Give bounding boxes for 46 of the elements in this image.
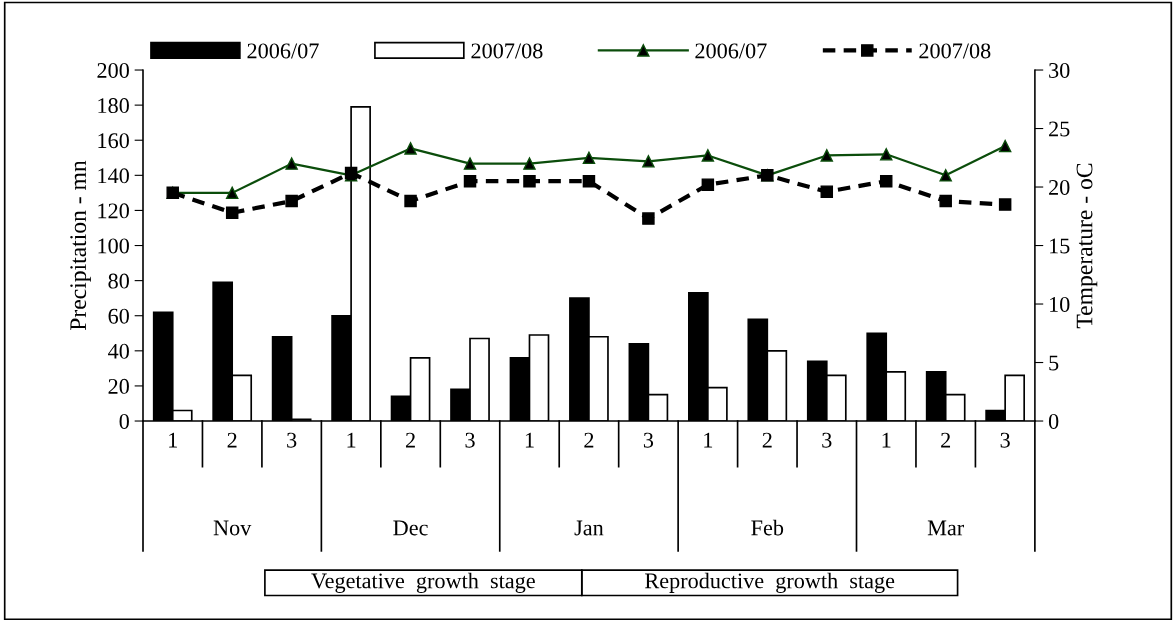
text: Jan [574, 520, 604, 536]
y2-axis-title: Temperature - oC [1076, 163, 1098, 329]
text: Dec [393, 520, 428, 536]
x-tick-label: 1 [347, 432, 356, 448]
y-tick-label: 140 [98, 168, 129, 184]
x-tick-label: 1 [525, 432, 534, 448]
y2-tick-label: 10 [1050, 296, 1070, 312]
x-tick-label: 2 [405, 432, 415, 448]
y-tick-label: 80 [108, 273, 129, 289]
text: Mar [927, 520, 965, 536]
y-tick-label: 0 [119, 413, 129, 429]
x-tick-label: 2 [762, 432, 772, 448]
text: Feb [751, 519, 784, 536]
x-tick-label: 1 [169, 432, 177, 448]
y-tick-label: 200 [97, 62, 129, 78]
text: Reproductive growth stage [645, 572, 895, 593]
y2-tick-label: 0 [1048, 413, 1059, 429]
y-tick-label: 40 [108, 343, 129, 359]
x-tick-label: 3 [1000, 432, 1010, 448]
y-tick-label: 60 [108, 308, 129, 324]
y-tick-label: 160 [98, 133, 129, 149]
y2-tick-label: 30 [1049, 62, 1070, 78]
legend-label: 2006/07 [247, 43, 319, 59]
text: Nov [213, 520, 252, 536]
x-tick-label: 1 [882, 432, 891, 448]
legend-label: 2007/08 [919, 43, 991, 59]
x-tick-label: 2 [227, 432, 237, 448]
x-tick-label: 3 [287, 432, 297, 448]
y-tick-label: 100 [98, 238, 129, 254]
y-tick-label: 20 [108, 378, 129, 394]
y-axis-title: Precipitation - mn [70, 160, 91, 331]
y-tick-label: 120 [98, 203, 129, 219]
y2-tick-label: 5 [1049, 355, 1059, 371]
x-tick-label: 2 [584, 432, 594, 448]
y2-tick-label: 15 [1050, 238, 1070, 254]
x-tick-label: 2 [941, 432, 951, 448]
x-tick-label: 3 [465, 432, 475, 448]
legend-label: 2007/08 [471, 43, 543, 59]
text: Vegetative growth stage [311, 572, 535, 593]
x-tick-label: 3 [822, 432, 832, 448]
y-tick-label: 180 [98, 98, 129, 114]
x-tick-label: 3 [643, 432, 654, 448]
y2-tick-label: 20 [1049, 179, 1070, 195]
legend-label: 2006/07 [695, 43, 767, 59]
x-tick-label: 1 [704, 432, 713, 448]
y2-tick-label: 25 [1049, 121, 1070, 137]
